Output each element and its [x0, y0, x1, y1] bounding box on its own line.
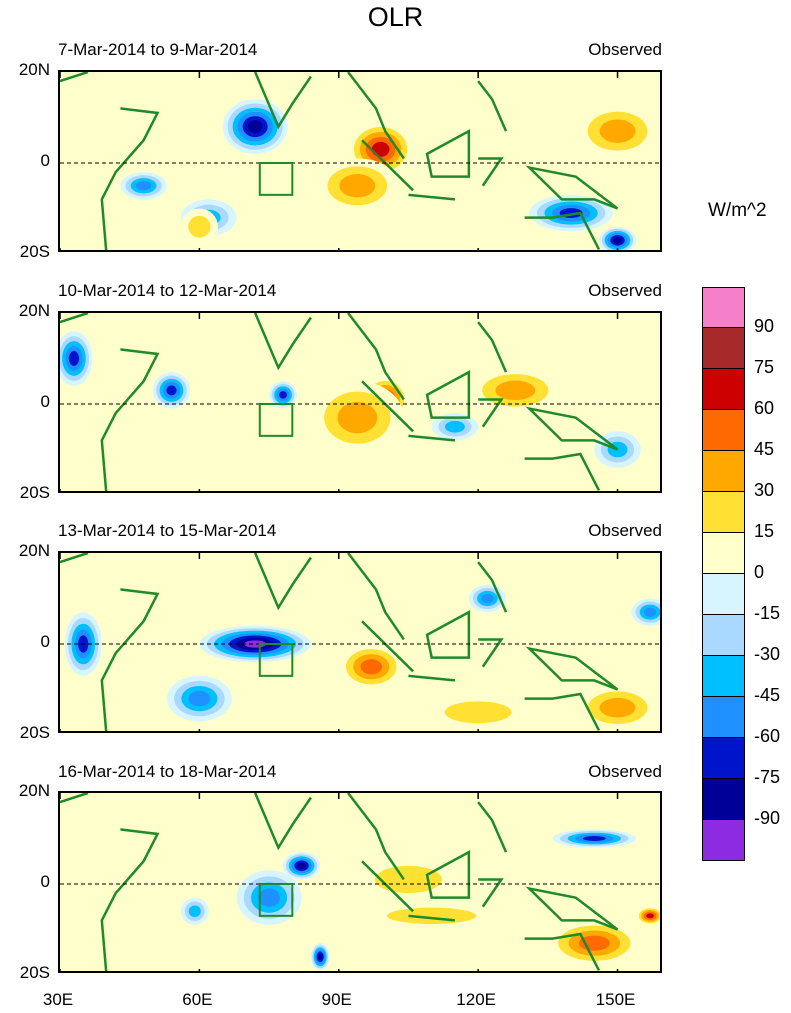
olr-anomaly-contour — [646, 913, 654, 919]
olr-anomaly-contour — [444, 420, 465, 433]
colorbar-swatch — [702, 574, 745, 615]
colorbar-label: 30 — [754, 480, 775, 500]
colorbar-swatch — [702, 738, 745, 779]
olr-anomaly-contour — [643, 607, 657, 617]
olr-anomaly-contour — [135, 181, 152, 191]
y-tick-label-mid: 0 — [40, 151, 50, 170]
olr-anomaly-contour — [188, 691, 211, 707]
colorbar — [702, 287, 745, 861]
olr-anomaly-contour — [371, 141, 390, 157]
olr-anomaly-contour — [279, 391, 287, 399]
olr-anomaly-contour — [599, 697, 636, 718]
colorbar-swatch — [702, 287, 745, 328]
panel-date-label: 7-Mar-2014 to 9-Mar-2014 — [58, 40, 258, 59]
olr-anomaly-contour — [188, 215, 211, 238]
colorbar-swatch — [702, 369, 745, 410]
olr-anomaly-contour — [599, 119, 636, 143]
colorbar-label: 0 — [754, 562, 765, 582]
y-tick-label-bottom: 20S — [19, 723, 50, 742]
coastline — [60, 793, 619, 971]
colorbar-swatch — [702, 533, 745, 574]
panel-observed-label: Observed — [588, 40, 662, 59]
olr-anomaly-contour — [360, 659, 383, 675]
olr-anomaly-contour — [582, 836, 606, 841]
y-tick-label-mid: 0 — [40, 872, 50, 891]
colorbar-label: -45 — [754, 685, 781, 705]
colorbar-label: 15 — [754, 521, 775, 541]
region-box — [258, 403, 294, 437]
colorbar-label: -90 — [754, 808, 781, 828]
coastline — [60, 313, 619, 491]
y-tick-label-mid: 0 — [40, 632, 50, 651]
olr-map-panel — [58, 551, 662, 733]
colorbar-swatch — [702, 779, 745, 820]
panel-date-label: 16-Mar-2014 to 18-Mar-2014 — [58, 762, 277, 781]
y-tick-label-mid: 0 — [40, 392, 50, 411]
y-tick-label-top: 20N — [18, 781, 50, 800]
y-tick-label-top: 20N — [18, 301, 50, 320]
region-box — [258, 883, 294, 917]
olr-anomaly-contour — [188, 905, 201, 918]
x-tick-label: 30E — [42, 990, 74, 1009]
olr-anomaly-contour — [444, 701, 512, 724]
colorbar-swatch — [702, 451, 745, 492]
olr-anomaly-contour — [297, 862, 306, 869]
olr-anomaly-contour — [481, 593, 494, 604]
region-box — [258, 162, 294, 196]
x-tick-label: 120E — [456, 990, 496, 1009]
olr-anomaly-contour — [339, 174, 376, 198]
panel-observed-label: Observed — [588, 762, 662, 781]
panel-date-label: 13-Mar-2014 to 15-Mar-2014 — [58, 521, 277, 540]
coastline — [60, 553, 619, 731]
map-background — [60, 553, 660, 731]
y-tick-label-top: 20N — [18, 60, 50, 79]
units-label: W/m^2 — [708, 200, 767, 221]
y-tick-label-bottom: 20S — [19, 242, 50, 261]
colorbar-label: -30 — [754, 644, 781, 664]
olr-anomaly-contour — [247, 120, 263, 133]
olr-map — [60, 72, 660, 250]
x-tick-label: 60E — [182, 990, 213, 1009]
coastline — [60, 72, 619, 250]
olr-anomaly-contour — [337, 402, 378, 434]
colorbar-swatch — [702, 492, 745, 533]
olr-map — [60, 313, 660, 491]
olr-map-panel — [58, 70, 662, 252]
colorbar-label: 75 — [754, 357, 775, 377]
colorbar-label: 45 — [754, 439, 775, 459]
colorbar-swatch — [702, 697, 745, 738]
colorbar-swatch — [702, 656, 745, 697]
colorbar-swatch — [702, 410, 745, 451]
olr-anomaly-contour — [495, 380, 536, 401]
y-tick-label-bottom: 20S — [19, 483, 50, 502]
colorbar-label: -60 — [754, 726, 781, 746]
y-tick-label-bottom: 20S — [19, 963, 50, 982]
chart-title: OLR — [367, 2, 424, 32]
x-tick-label: 150E — [595, 990, 636, 1009]
olr-map-panel — [58, 791, 662, 973]
colorbar-label: 60 — [754, 398, 775, 418]
colorbar-swatch — [702, 328, 745, 369]
y-tick-label-top: 20N — [18, 541, 50, 560]
olr-anomaly-contour — [318, 953, 323, 960]
colorbar-swatch — [702, 820, 745, 861]
olr-anomaly-contour — [258, 888, 280, 907]
colorbar-label: -15 — [754, 603, 781, 623]
olr-map-panel — [58, 311, 662, 493]
region-box — [258, 643, 294, 677]
colorbar-label: 90 — [754, 316, 775, 336]
panel-observed-label: Observed — [588, 281, 662, 300]
panel-observed-label: Observed — [588, 521, 662, 540]
colorbar-swatch — [702, 615, 745, 656]
x-tick-label: 90E — [321, 990, 352, 1009]
olr-anomaly-contour — [68, 351, 80, 366]
olr-anomaly-contour — [613, 237, 622, 244]
olr-anomaly-contour — [166, 385, 177, 396]
olr-map — [60, 553, 660, 731]
olr-anomaly-contour — [387, 907, 477, 925]
olr-anomaly-contour — [375, 865, 442, 894]
olr-map — [60, 793, 660, 971]
panel-date-label: 10-Mar-2014 to 12-Mar-2014 — [58, 281, 277, 300]
colorbar-label: -75 — [754, 767, 781, 787]
